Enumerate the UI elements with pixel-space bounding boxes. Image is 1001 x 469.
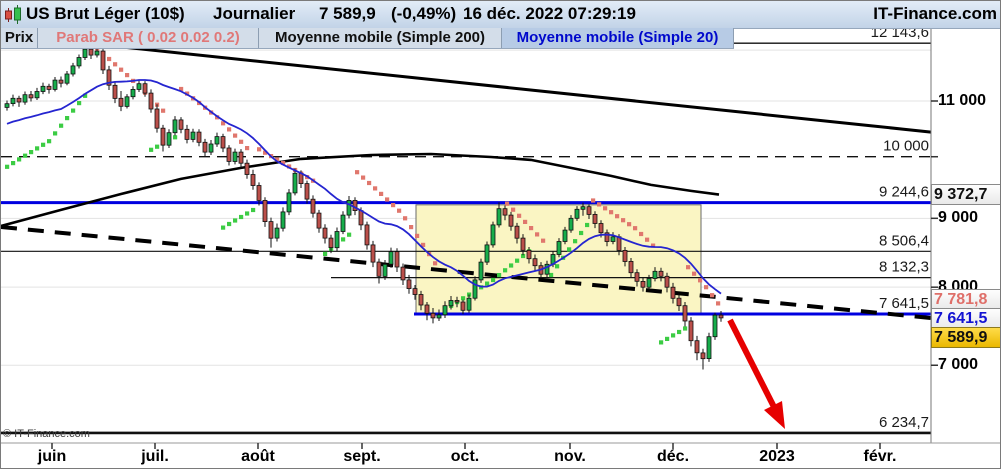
indicator-ma200[interactable]: Moyenne mobile (Simple 200) [259,28,502,48]
x-month-label: nov. [554,448,586,465]
y-tick-label: 7 000 [938,356,979,374]
svg-text:6 234,7: 6 234,7 [879,414,929,431]
svg-text:9 244,6: 9 244,6 [879,184,929,201]
last-price-value-box: 7 589,9 [931,327,1000,348]
last-price: 7 589,9 [319,4,376,23]
indicator-ma20[interactable]: Moyenne mobile (Simple 20) [502,28,734,48]
indicator-parabolic-sar-label: Parab SAR ( 0.02 0.02 0.2) [56,29,240,46]
x-month-label: juin [37,448,67,465]
y-tick-label: 9 000 [938,209,979,227]
instrument-name: US Brut Léger (10$) [26,4,185,23]
sar-value-box: 7 781,8 [931,289,1000,310]
x-month-label: juil. [141,448,169,465]
x-month-label: févr. [863,448,897,465]
svg-text:8 506,4: 8 506,4 [879,232,929,249]
x-month-label: déc. [656,448,690,465]
price-change: (-0,49%) [391,4,457,23]
indicator-toolbar: Prix Parab SAR ( 0.02 0.02 0.2) Moyenne … [1,28,734,49]
svg-text:10 000: 10 000 [883,138,929,155]
svg-text:8 132,3: 8 132,3 [879,259,929,276]
brand-logo: IT-Finance.com [873,4,997,23]
header-bar: US Brut Léger (10$) Journalier 7 589,9 (… [1,1,1000,29]
mm200-value-box: 9 372,7 [931,184,1000,205]
watermark: © IT-Finance.com [3,428,90,440]
x-month-label: sept. [343,448,381,465]
indicator-price[interactable]: Prix [1,28,38,48]
candlestick-icon [4,5,24,24]
x-month-label: août [241,448,275,465]
svg-text:7 641,5: 7 641,5 [879,295,929,312]
indicator-ma20-label: Moyenne mobile (Simple 20) [516,29,719,46]
indicator-price-label: Prix [4,29,34,46]
x-month-label: oct. [450,448,480,465]
mm20-value-box: 7 641,5 [931,308,1000,329]
timeframe-label: Journalier [213,4,296,23]
y-tick-label: 11 000 [938,92,987,109]
indicator-ma200-label: Moyenne mobile (Simple 200) [274,29,486,46]
indicator-parabolic-sar[interactable]: Parab SAR ( 0.02 0.02 0.2) [38,28,259,48]
quote-datetime: 16 déc. 2022 07:29:19 [463,4,636,23]
x-month-label: 2023 [759,448,795,465]
